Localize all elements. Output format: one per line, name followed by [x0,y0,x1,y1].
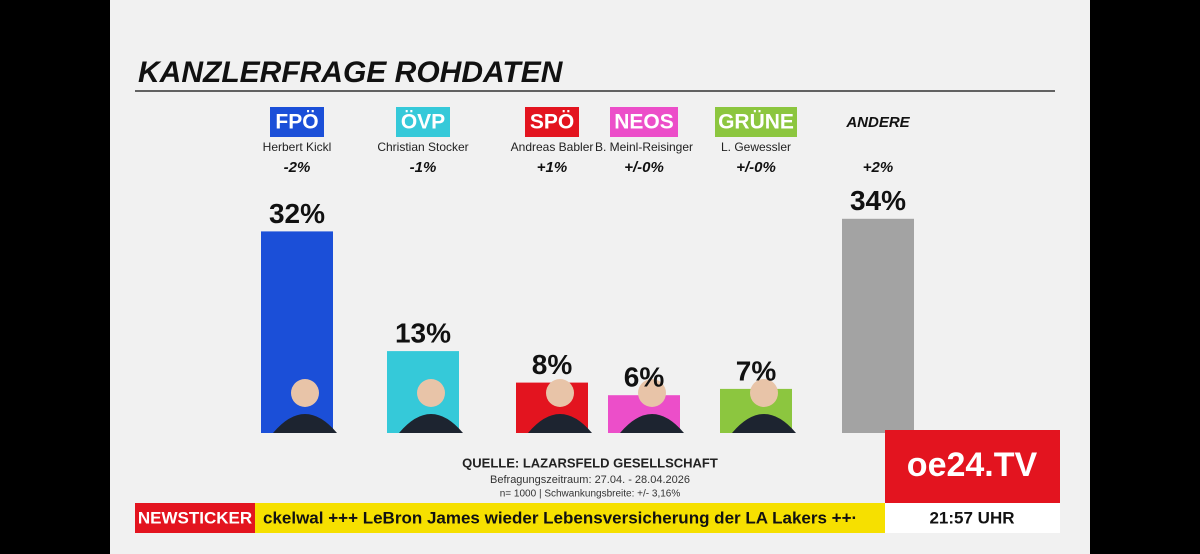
party-name: ÖVP [401,111,445,134]
portrait-head [750,379,778,407]
sample: n= 1000 | Schwankungsbreite: +/- 3,16% [500,489,681,500]
value-label: 7% [736,355,777,386]
period: Befragungszeitraum: 27.04. - 28.04.2026 [490,474,690,486]
party-badge [610,107,678,137]
candidate: Andreas Babler [511,140,594,154]
chart-title: KANZLERFRAGE ROHDATEN [138,56,564,89]
value-label: 32% [269,198,325,229]
change: -1% [410,159,437,176]
ticker-text: ckelwal +++ LeBron James wieder Lebensve… [263,508,857,527]
time-box [885,503,1060,533]
candidate: L. Gewessler [721,140,791,154]
ticker-bar [135,503,885,533]
logo: oe24.TV [907,446,1038,484]
party-name: ANDERE [845,114,910,131]
candidate: B. Meinl-Reisinger [595,140,693,154]
change: +/-0% [624,159,664,176]
portrait-head [291,379,319,407]
portrait-body [732,414,796,433]
candidate: Herbert Kickl [263,140,332,154]
party-name: GRÜNE [718,111,794,134]
portrait-head [638,379,666,407]
change: +/-0% [736,159,776,176]
party-badge [396,107,450,137]
value-label: 6% [624,362,665,393]
time: 21:57 UHR [929,508,1014,527]
bar [842,218,914,433]
portrait-head [546,379,574,407]
party-badge [525,107,579,137]
change: +1% [537,159,567,176]
portrait-head [417,379,445,407]
candidate: Christian Stocker [377,140,468,154]
portrait-body [273,414,337,433]
logo-box [885,430,1060,503]
change: -2% [284,159,311,176]
change: +2% [863,159,893,176]
portrait-body [620,414,684,433]
ticker-label: NEWSTICKER [138,508,252,527]
party-name: FPÖ [275,111,318,134]
portrait-body [528,414,592,433]
party-name: SPÖ [530,111,574,134]
value-label: 34% [850,185,906,216]
portrait-body [399,414,463,433]
source: QUELLE: LAZARSFELD GESELLSCHAFT [462,455,718,470]
party-badge [270,107,324,137]
value-label: 8% [532,349,573,380]
value-label: 13% [395,317,451,348]
ticker-label-box [135,503,255,533]
party-name: NEOS [614,111,674,134]
party-badge [715,107,797,137]
